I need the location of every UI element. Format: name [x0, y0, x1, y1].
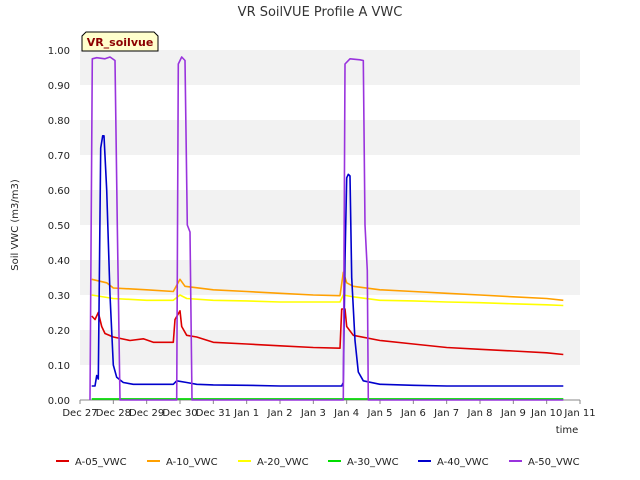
x-tick-label: Jan 5 — [367, 408, 393, 419]
annotation-badge-text: VR_soilvue — [87, 36, 154, 49]
series-line-a-50-vwc — [89, 56, 564, 401]
y-tick-label: 0.90 — [48, 81, 70, 92]
y-tick-label: 0.00 — [48, 396, 70, 407]
grid-band — [80, 260, 580, 295]
y-tick-label: 0.60 — [48, 186, 70, 197]
y-tick-label: 0.80 — [48, 116, 70, 127]
x-tick-label: Dec 30 — [162, 408, 197, 419]
y-tick-label: 0.50 — [48, 221, 70, 232]
legend: A-05_VWC A-10_VWC A-20_VWC A-30_VWC A-40_VWC… — [56, 457, 580, 468]
annotation-badge-shape — [81, 31, 159, 52]
y-tick-label: 0.30 — [48, 291, 70, 302]
x-tick-label: Jan 1 — [233, 408, 259, 419]
grid-band — [80, 365, 580, 400]
legend-item-label: A-50_VWC — [528, 457, 580, 468]
y-tick-label: 0.10 — [48, 361, 70, 372]
x-tick-label: Jan 10 — [530, 408, 562, 419]
y-tick-label: 1.00 — [48, 46, 70, 57]
series-line-a-40-vwc — [91, 135, 564, 387]
plot-bands — [80, 50, 580, 400]
grid-band — [80, 225, 580, 260]
grid-band — [80, 155, 580, 190]
x-tick-label: Jan 6 — [400, 408, 426, 419]
legend-item-label: A-30_VWC — [347, 457, 399, 468]
y-tick-label: 0.70 — [48, 151, 70, 162]
x-tick-label: Jan 8 — [467, 408, 493, 419]
chart-title: VR SoilVUE Profile A VWC — [238, 5, 403, 20]
x-tick-label: Dec 29 — [129, 408, 164, 419]
annotation-badge: VR_soilvue — [81, 31, 159, 52]
x-tick-label: Dec 28 — [96, 408, 131, 419]
x-tick-label: Jan 3 — [300, 408, 326, 419]
x-tick-label: Jan 4 — [333, 408, 359, 419]
series-lines — [89, 56, 564, 401]
legend-item-label: A-10_VWC — [166, 457, 218, 468]
series-line-a-10-vwc — [91, 271, 564, 302]
legend-item-label: A-40_VWC — [437, 457, 489, 468]
y-tick-label: 0.40 — [48, 256, 70, 267]
series-line-a-05-vwc — [91, 308, 564, 356]
y-axis-label: Soil VWC (m3/m3) — [10, 179, 21, 271]
x-tick-label: Jan 7 — [433, 408, 459, 419]
grid-band — [80, 85, 580, 120]
y-tick-label: 0.20 — [48, 326, 70, 337]
series-line-a-20-vwc — [91, 294, 564, 307]
y-ticks: 0.00 0.10 0.20 0.30 0.40 0.50 0.60 0.70 0.80 0.90… — [48, 46, 70, 407]
x-tick-label: Jan 2 — [267, 408, 293, 419]
x-tick-label: Dec 31 — [196, 408, 231, 419]
x-tick-label: Jan 9 — [500, 408, 526, 419]
grid-band — [80, 120, 580, 155]
x-tick-label: Jan 11 — [563, 408, 595, 419]
grid-band — [80, 50, 580, 85]
x-tick-label: Dec 27 — [62, 408, 97, 419]
x-axis-label: time — [556, 425, 579, 436]
legend-item-label: A-05_VWC — [75, 457, 127, 468]
grid-band — [80, 190, 580, 225]
legend-item-label: A-20_VWC — [257, 457, 309, 468]
